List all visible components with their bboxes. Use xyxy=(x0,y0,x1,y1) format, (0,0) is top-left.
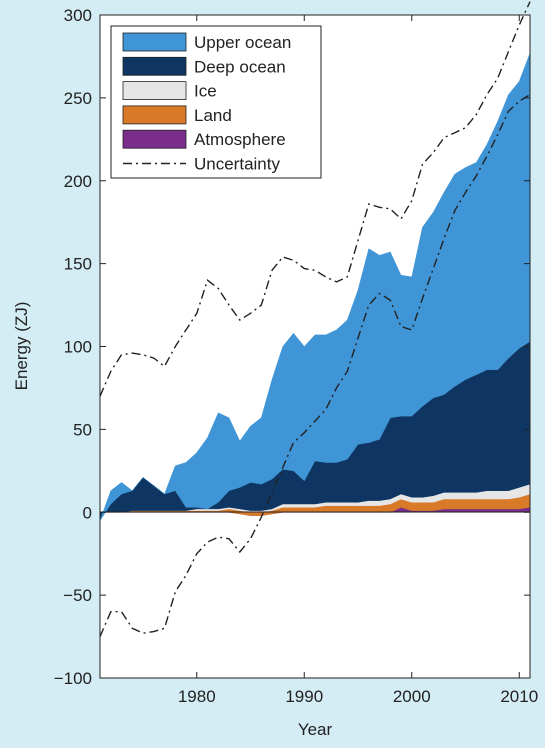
legend-swatch xyxy=(122,32,187,52)
y-tick-label: 0 xyxy=(83,503,92,522)
legend-label: Uncertainty xyxy=(194,155,280,174)
x-tick-label: 1980 xyxy=(178,687,216,706)
uncertainty-lower-line xyxy=(99,94,531,637)
uncertainty-lines xyxy=(99,1,531,637)
legend-label: Ice xyxy=(194,82,217,101)
y-tick-label: 250 xyxy=(64,89,92,108)
x-tick-label: 2010 xyxy=(500,687,538,706)
legend-label: Upper ocean xyxy=(194,33,291,52)
y-axis-label: Energy (ZJ) xyxy=(12,302,31,391)
y-tick-label: −100 xyxy=(54,669,92,688)
y-tick-label: 100 xyxy=(64,338,92,357)
legend: Upper ocean Deep ocean Ice Land Atmosphere Un… xyxy=(110,25,322,179)
x-axis-ticks: 1980 1990 2000 2010 xyxy=(178,15,538,706)
legend-label: Land xyxy=(194,106,232,125)
x-axis-label: Year xyxy=(298,720,333,739)
y-tick-label: 50 xyxy=(73,420,92,439)
y-tick-label: −50 xyxy=(63,586,92,605)
y-tick-label: 150 xyxy=(64,255,92,274)
x-tick-label: 1990 xyxy=(285,687,323,706)
legend-swatch xyxy=(122,129,187,149)
legend-swatch xyxy=(122,81,187,100)
y-axis-ticks: −100 −50 0 50 100 150 200 250 300 xyxy=(54,6,530,688)
uncertainty-upper-line xyxy=(99,1,531,397)
legend-label: Atmosphere xyxy=(194,130,286,149)
legend-swatch xyxy=(122,56,187,76)
x-tick-label: 2000 xyxy=(393,687,431,706)
legend-label: Deep ocean xyxy=(194,57,286,76)
y-tick-label: 200 xyxy=(64,172,92,191)
legend-swatch xyxy=(122,105,187,125)
y-tick-label: 300 xyxy=(64,6,92,25)
